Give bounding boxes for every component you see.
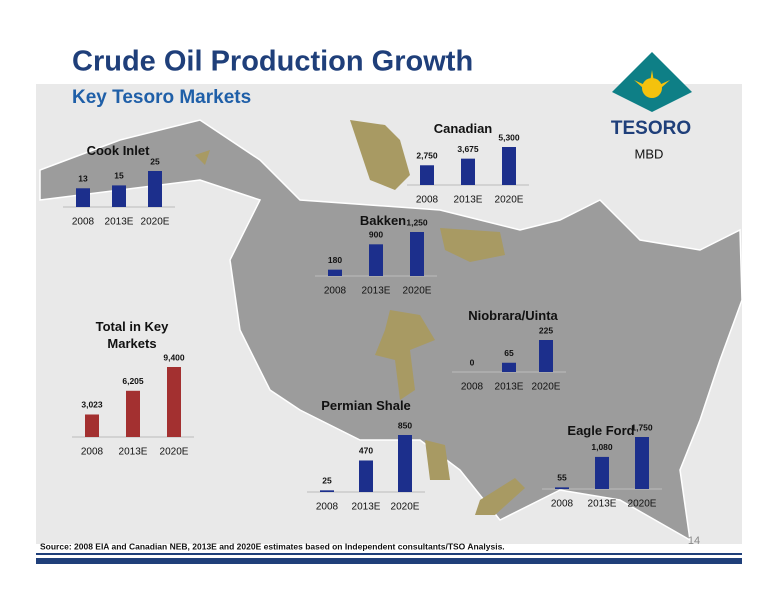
value-label: 65 (504, 348, 514, 358)
x-tick-label: 2020E (403, 286, 432, 297)
bar (420, 165, 434, 185)
chart-title: Cook Inlet (86, 143, 150, 158)
subtitle: Key Tesoro Markets (72, 87, 251, 108)
value-label: 225 (539, 325, 553, 335)
value-label: 13 (78, 174, 88, 184)
x-tick-label: 2020E (628, 499, 657, 510)
bar (76, 188, 90, 207)
logo-mark (612, 52, 692, 112)
x-tick-label: 2020E (141, 217, 170, 228)
chart-title: Total in Key Markets (95, 319, 169, 351)
bar (126, 390, 140, 437)
bar (410, 232, 424, 276)
bar (369, 244, 383, 276)
chart-title: Niobrara/Uinta (468, 308, 558, 323)
region (425, 440, 450, 480)
x-tick-label: 2008 (551, 499, 574, 510)
bar (555, 487, 569, 489)
value-label: 55 (557, 473, 567, 483)
bar (635, 437, 649, 489)
bar (502, 362, 516, 372)
region (375, 310, 435, 400)
logo-text: TESORO (611, 118, 691, 139)
value-label: 15 (114, 171, 124, 181)
value-label: 1,080 (591, 442, 613, 452)
value-label: 5,300 (498, 132, 520, 142)
region (440, 228, 505, 262)
region (350, 120, 410, 190)
bar (502, 147, 516, 185)
title: Crude Oil Production Growth (72, 46, 473, 78)
value-label: 25 (150, 156, 160, 166)
x-tick-label: 2013E (454, 195, 483, 206)
x-tick-label: 2008 (324, 286, 347, 297)
x-tick-label: 2008 (316, 502, 339, 513)
source: Source: 2008 EIA and Canadian NEB, 2013E… (40, 541, 505, 551)
x-tick-label: 2013E (362, 286, 391, 297)
bar (167, 367, 181, 437)
x-tick-label: 2008 (416, 195, 439, 206)
x-tick-label: 2020E (391, 502, 420, 513)
x-tick-label: 2020E (532, 382, 561, 393)
value-label: 0 (470, 357, 475, 367)
region (475, 478, 525, 515)
value-label: 470 (359, 446, 373, 456)
x-tick-label: 2013E (119, 447, 148, 458)
value-label: 1,750 (631, 422, 653, 432)
x-tick-label: 2013E (495, 382, 524, 393)
chart-title: Eagle Ford (567, 423, 635, 438)
value-label: 25 (322, 476, 332, 486)
value-label: 2,750 (416, 151, 438, 161)
chart-title: Canadian (433, 121, 493, 136)
region (195, 150, 210, 165)
bar (398, 435, 412, 492)
x-tick-label: 2020E (160, 447, 189, 458)
bar (320, 490, 334, 492)
unit: MBD (635, 146, 664, 161)
x-tick-label: 2013E (105, 217, 134, 228)
chart-title: Bakken (359, 213, 407, 228)
bar (112, 185, 126, 207)
x-tick-label: 2013E (352, 502, 381, 513)
value-label: 850 (398, 420, 412, 430)
rule (36, 553, 742, 555)
x-tick-label: 2013E (588, 499, 617, 510)
value-label: 9,400 (163, 352, 185, 362)
value-label: 180 (328, 255, 342, 265)
footer-bar (36, 558, 742, 564)
bar (595, 456, 609, 489)
value-label: 6,205 (122, 376, 144, 386)
bar (359, 460, 373, 492)
x-tick-label: 2008 (461, 382, 484, 393)
bar (148, 171, 162, 207)
bar (539, 340, 553, 372)
bar (328, 269, 342, 276)
x-tick-label: 2020E (495, 195, 524, 206)
bar (85, 414, 99, 437)
value-label: 1,250 (406, 217, 428, 227)
bar (461, 158, 475, 185)
x-tick-label: 2008 (81, 447, 104, 458)
value-label: 3,675 (457, 144, 479, 154)
chart-title: Permian Shale (321, 398, 411, 413)
value-label: 900 (369, 230, 383, 240)
x-tick-label: 2008 (72, 217, 95, 228)
page-number: 14 (688, 535, 700, 547)
value-label: 3,023 (81, 400, 103, 410)
